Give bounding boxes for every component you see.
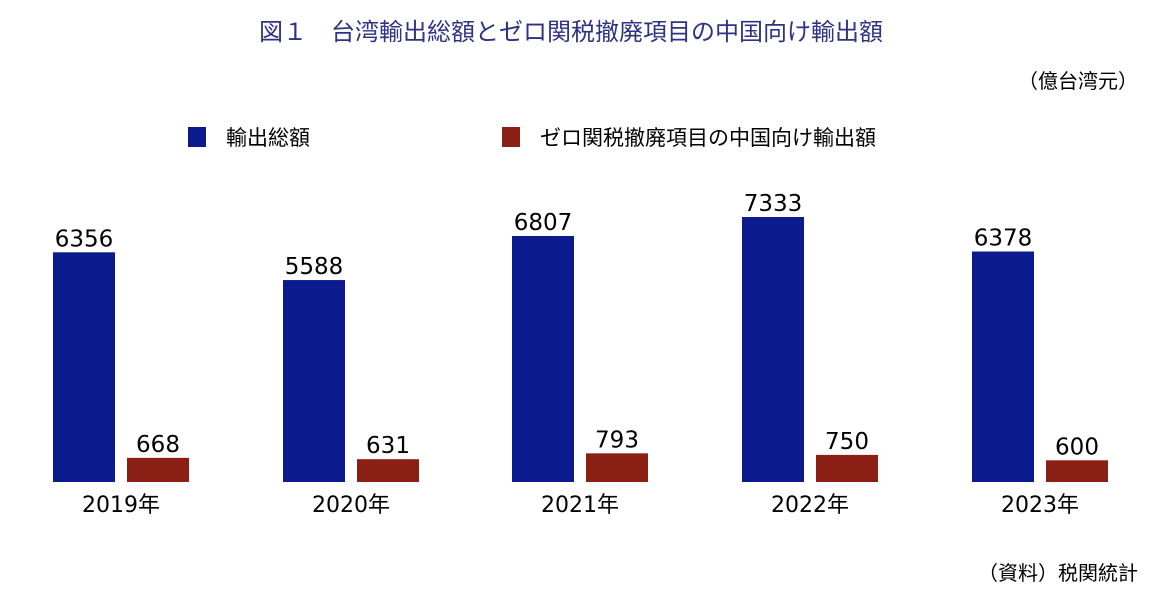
bar-total-exports-4 bbox=[742, 217, 804, 482]
category-label-2: 2020年 bbox=[312, 493, 390, 518]
plot-area: 6356 668 2019年 5588 631 2020年 6807 793 2021年 7333… bbox=[53, 191, 1108, 518]
bar-zero-tariff-exports-3 bbox=[586, 453, 648, 482]
category-label-5: 2023年 bbox=[1001, 493, 1079, 518]
value-label-total-exports-3: 6807 bbox=[514, 210, 573, 236]
bar-zero-tariff-exports-5 bbox=[1046, 460, 1108, 482]
bar-zero-tariff-exports-2 bbox=[357, 459, 419, 482]
bar-total-exports-5 bbox=[972, 251, 1034, 482]
value-label-total-exports-2: 5588 bbox=[285, 254, 344, 280]
legend-label-zero-tariff-exports: ゼロ関税撤廃項目の中国向け輸出額 bbox=[540, 126, 876, 150]
category-label-3: 2021年 bbox=[541, 493, 619, 518]
unit-label: （億台湾元） bbox=[1018, 69, 1138, 93]
legend-swatch-total-exports bbox=[188, 127, 206, 147]
value-label-total-exports-4: 7333 bbox=[744, 191, 803, 217]
bar-total-exports-1 bbox=[53, 252, 115, 482]
value-label-total-exports-1: 6356 bbox=[55, 226, 114, 252]
bar-zero-tariff-exports-4 bbox=[816, 454, 878, 482]
value-label-zero-tariff-exports-5: 600 bbox=[1055, 434, 1099, 460]
category-label-4: 2022年 bbox=[771, 493, 849, 518]
value-label-zero-tariff-exports-4: 750 bbox=[825, 429, 869, 455]
bar-total-exports-2 bbox=[283, 280, 345, 482]
bar-zero-tariff-exports-1 bbox=[127, 457, 189, 482]
value-label-zero-tariff-exports-3: 793 bbox=[595, 427, 639, 453]
value-label-total-exports-5: 6378 bbox=[974, 226, 1033, 252]
bar-total-exports-3 bbox=[512, 236, 574, 482]
legend: 輸出総額 ゼロ関税撤廃項目の中国向け輸出額 bbox=[188, 126, 876, 150]
legend-label-total-exports: 輸出総額 bbox=[226, 126, 310, 150]
category-label-1: 2019年 bbox=[82, 493, 160, 518]
value-label-zero-tariff-exports-2: 631 bbox=[366, 433, 410, 459]
legend-swatch-zero-tariff-exports bbox=[502, 127, 520, 147]
source-note: （資料）税関統計 bbox=[978, 561, 1138, 585]
chart-title: 図１ 台湾輸出総額とゼロ関税撤廃項目の中国向け輸出額 bbox=[259, 18, 883, 46]
value-label-zero-tariff-exports-1: 668 bbox=[136, 432, 180, 458]
